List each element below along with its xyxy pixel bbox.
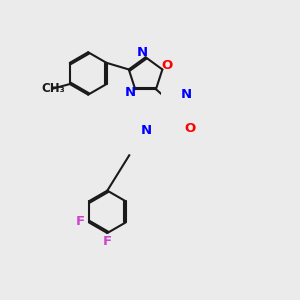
Text: F: F bbox=[76, 215, 85, 228]
Text: H: H bbox=[145, 119, 155, 132]
Text: O: O bbox=[184, 122, 196, 135]
Text: N: N bbox=[141, 124, 152, 137]
Text: N: N bbox=[136, 46, 148, 59]
Text: N: N bbox=[181, 88, 192, 101]
Text: CH₃: CH₃ bbox=[42, 82, 65, 95]
Text: F: F bbox=[103, 235, 112, 248]
Text: N: N bbox=[124, 86, 136, 99]
Text: O: O bbox=[161, 59, 173, 72]
